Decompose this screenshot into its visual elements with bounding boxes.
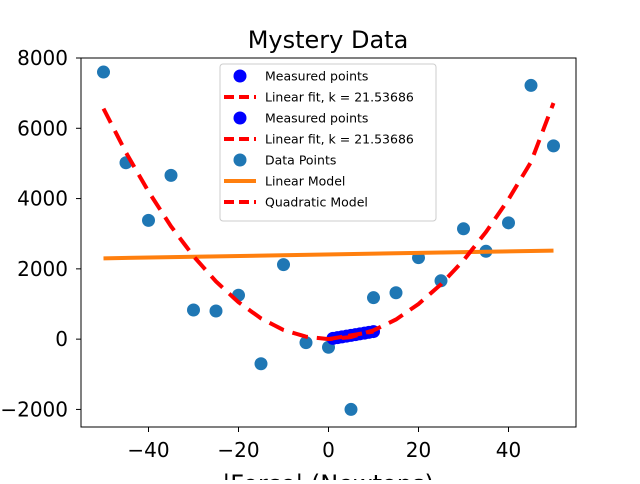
data-point <box>142 213 155 227</box>
legend-marker <box>233 111 247 125</box>
linear-model-line <box>103 248 554 261</box>
data-point <box>97 65 110 79</box>
x-tick-label: 0 <box>322 438 335 462</box>
x-axis-label: |Force| (Newtons) <box>222 470 434 480</box>
data-point <box>389 286 403 300</box>
y-tick-label: −2000 <box>0 397 68 421</box>
legend-marker <box>233 69 247 83</box>
data-point <box>502 216 515 230</box>
plot-area: −40 −20 0 20 40 −2000 0 2000 4000 6000 8000 <box>0 46 577 462</box>
y-tick-label: 2000 <box>17 257 68 281</box>
x-tick-label: −40 <box>127 438 169 462</box>
y-tick-label: 8000 <box>17 46 68 70</box>
legend-label: Measured points <box>265 111 368 126</box>
legend-marker <box>233 153 247 167</box>
x-tick-label: −20 <box>217 438 259 462</box>
y-tick-label: 0 <box>55 327 68 351</box>
data-point <box>299 336 313 350</box>
legend-label: Linear Model <box>265 174 345 189</box>
data-point <box>524 78 538 92</box>
legend-label: Quadratic Model <box>265 195 368 210</box>
data-point <box>277 258 290 272</box>
plot-content <box>97 65 560 416</box>
legend-label: Measured points <box>265 69 368 84</box>
data-point <box>344 402 358 416</box>
y-tick-label: 6000 <box>17 116 68 140</box>
legend-label: Linear fit, k = 21.53686 <box>265 90 414 105</box>
data-point <box>164 168 178 182</box>
data-point <box>457 222 470 236</box>
quadratic-model-line <box>101 102 556 342</box>
legend-label: Data Points <box>265 153 336 168</box>
data-point <box>547 139 560 153</box>
data-point <box>434 274 448 288</box>
x-tick-label: 40 <box>496 438 521 462</box>
x-tick-label: 20 <box>406 438 431 462</box>
legend: Measured points Linear fit, k = 21.53686 M… <box>219 63 437 222</box>
legend-label: Linear fit, k = 21.53686 <box>265 132 414 147</box>
legend-frame <box>219 63 437 222</box>
data-point <box>367 291 380 305</box>
data-point <box>209 304 223 318</box>
chart-title: Mystery Data <box>248 26 409 54</box>
data-point <box>187 303 200 317</box>
data-point <box>254 357 268 371</box>
y-tick-label: 4000 <box>17 187 68 211</box>
